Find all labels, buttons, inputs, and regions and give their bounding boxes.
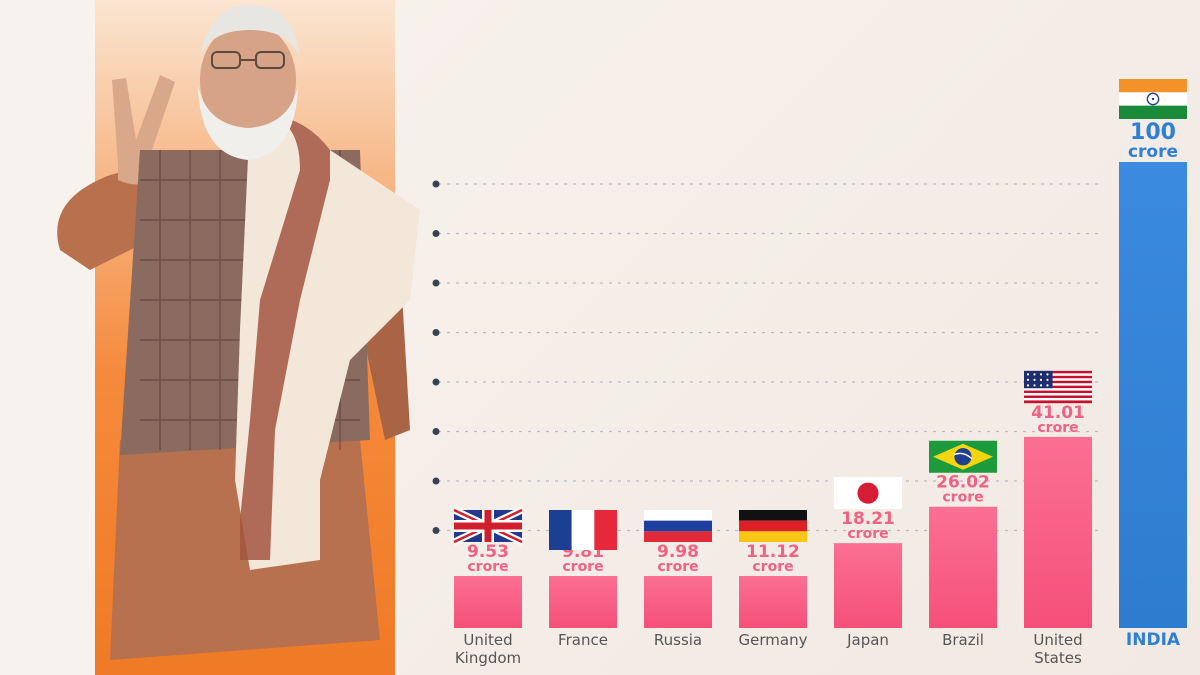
value-label-us: 41.01 — [1031, 403, 1085, 423]
bar-russia — [644, 576, 712, 628]
gridline-dot — [432, 230, 440, 237]
india-flag-icon — [1119, 79, 1187, 119]
beard — [198, 85, 298, 160]
bar-france — [549, 576, 617, 628]
gridline-dot — [432, 378, 440, 386]
value-label-uk: 9.53 — [467, 542, 509, 562]
value-label-russia: 9.98 — [657, 542, 699, 562]
bars: 9.53croreUnitedKingdom9.81croreFrance9.9… — [452, 79, 1187, 667]
left-arm — [57, 165, 150, 270]
shawl-border — [240, 114, 330, 560]
unit-label-japan: crore — [847, 526, 888, 542]
category-label-brazil: Brazil — [942, 631, 984, 649]
category-label-uk: United — [463, 631, 512, 649]
category-label-japan: Japan — [846, 631, 889, 649]
bar-japan — [834, 543, 902, 628]
bar-uk — [454, 576, 522, 628]
brazil-flag-icon — [929, 440, 997, 473]
unit-label-us: crore — [1037, 420, 1078, 436]
value-label-germany: 11.12 — [746, 542, 800, 562]
gridline-dot — [432, 180, 440, 188]
uk-flag-icon — [452, 506, 524, 546]
hand — [112, 75, 175, 185]
value-label-japan: 18.21 — [841, 509, 895, 529]
unit-label-uk: crore — [467, 559, 508, 575]
category-label-india: INDIA — [1126, 630, 1181, 650]
unit-label-russia: crore — [657, 559, 698, 575]
category-label-us: United — [1033, 631, 1082, 649]
germany-flag-icon — [739, 510, 807, 542]
category-label-russia: Russia — [654, 631, 702, 649]
shawl — [235, 114, 420, 570]
category-label-us: States — [1034, 649, 1082, 667]
bar-brazil — [929, 506, 997, 628]
hair — [200, 5, 300, 58]
unit-label-france: crore — [562, 559, 603, 575]
gridline-dot — [432, 279, 440, 287]
value-label-brazil: 26.02 — [936, 473, 990, 493]
category-label-germany: Germany — [739, 631, 808, 649]
unit-label-brazil: crore — [942, 490, 983, 506]
left-background — [0, 0, 95, 675]
category-label-france: France — [558, 631, 608, 649]
gridline-dot — [432, 428, 440, 435]
russia-flag-icon — [644, 510, 712, 542]
gridlines — [432, 180, 1100, 534]
unit-label-india: crore — [1128, 142, 1178, 162]
category-label-uk: Kingdom — [455, 649, 521, 667]
value-label-india: 100 — [1130, 120, 1176, 145]
bar-india — [1119, 162, 1187, 628]
gridline-dot — [432, 329, 440, 336]
bar-germany — [739, 576, 807, 628]
glasses — [211, 51, 285, 69]
gridline-dot — [432, 527, 440, 534]
bar-us — [1024, 436, 1092, 628]
japan-flag-icon — [834, 477, 902, 510]
unit-label-germany: crore — [752, 559, 793, 575]
gridline-dot — [432, 477, 440, 485]
us-flag-icon — [1024, 370, 1092, 404]
france-flag-icon — [549, 510, 617, 550]
